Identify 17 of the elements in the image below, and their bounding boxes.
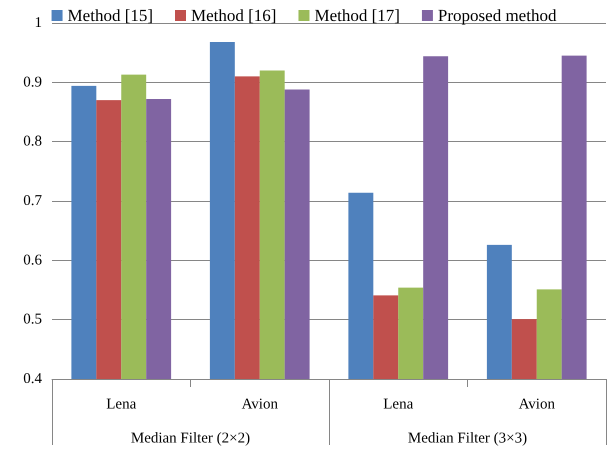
y-tick-label: 0.7 xyxy=(23,193,42,209)
legend-label: Method [16] xyxy=(191,6,276,25)
legend-label: Method [17] xyxy=(314,6,400,25)
x-tick-label: Avion xyxy=(242,396,278,412)
text: Median Filter (2×2) xyxy=(130,430,250,446)
legend-label: Method [15] xyxy=(68,6,154,25)
y-tick-label: 0.6 xyxy=(23,252,42,268)
x-tick-label: Avion xyxy=(518,396,556,412)
y-tick-label: 0.4 xyxy=(23,371,42,387)
legend-label: Proposed method xyxy=(438,6,557,25)
text: Median Filter (3×3) xyxy=(408,430,528,446)
x-tick-label: Lena xyxy=(383,396,414,412)
y-tick-label: 0.9 xyxy=(23,74,42,90)
y-tick-label: 0.8 xyxy=(23,134,42,150)
x-tick-label: Lena xyxy=(106,396,137,412)
y-tick-label: 0.5 xyxy=(23,312,42,328)
y-tick-label: 1 xyxy=(34,15,42,31)
